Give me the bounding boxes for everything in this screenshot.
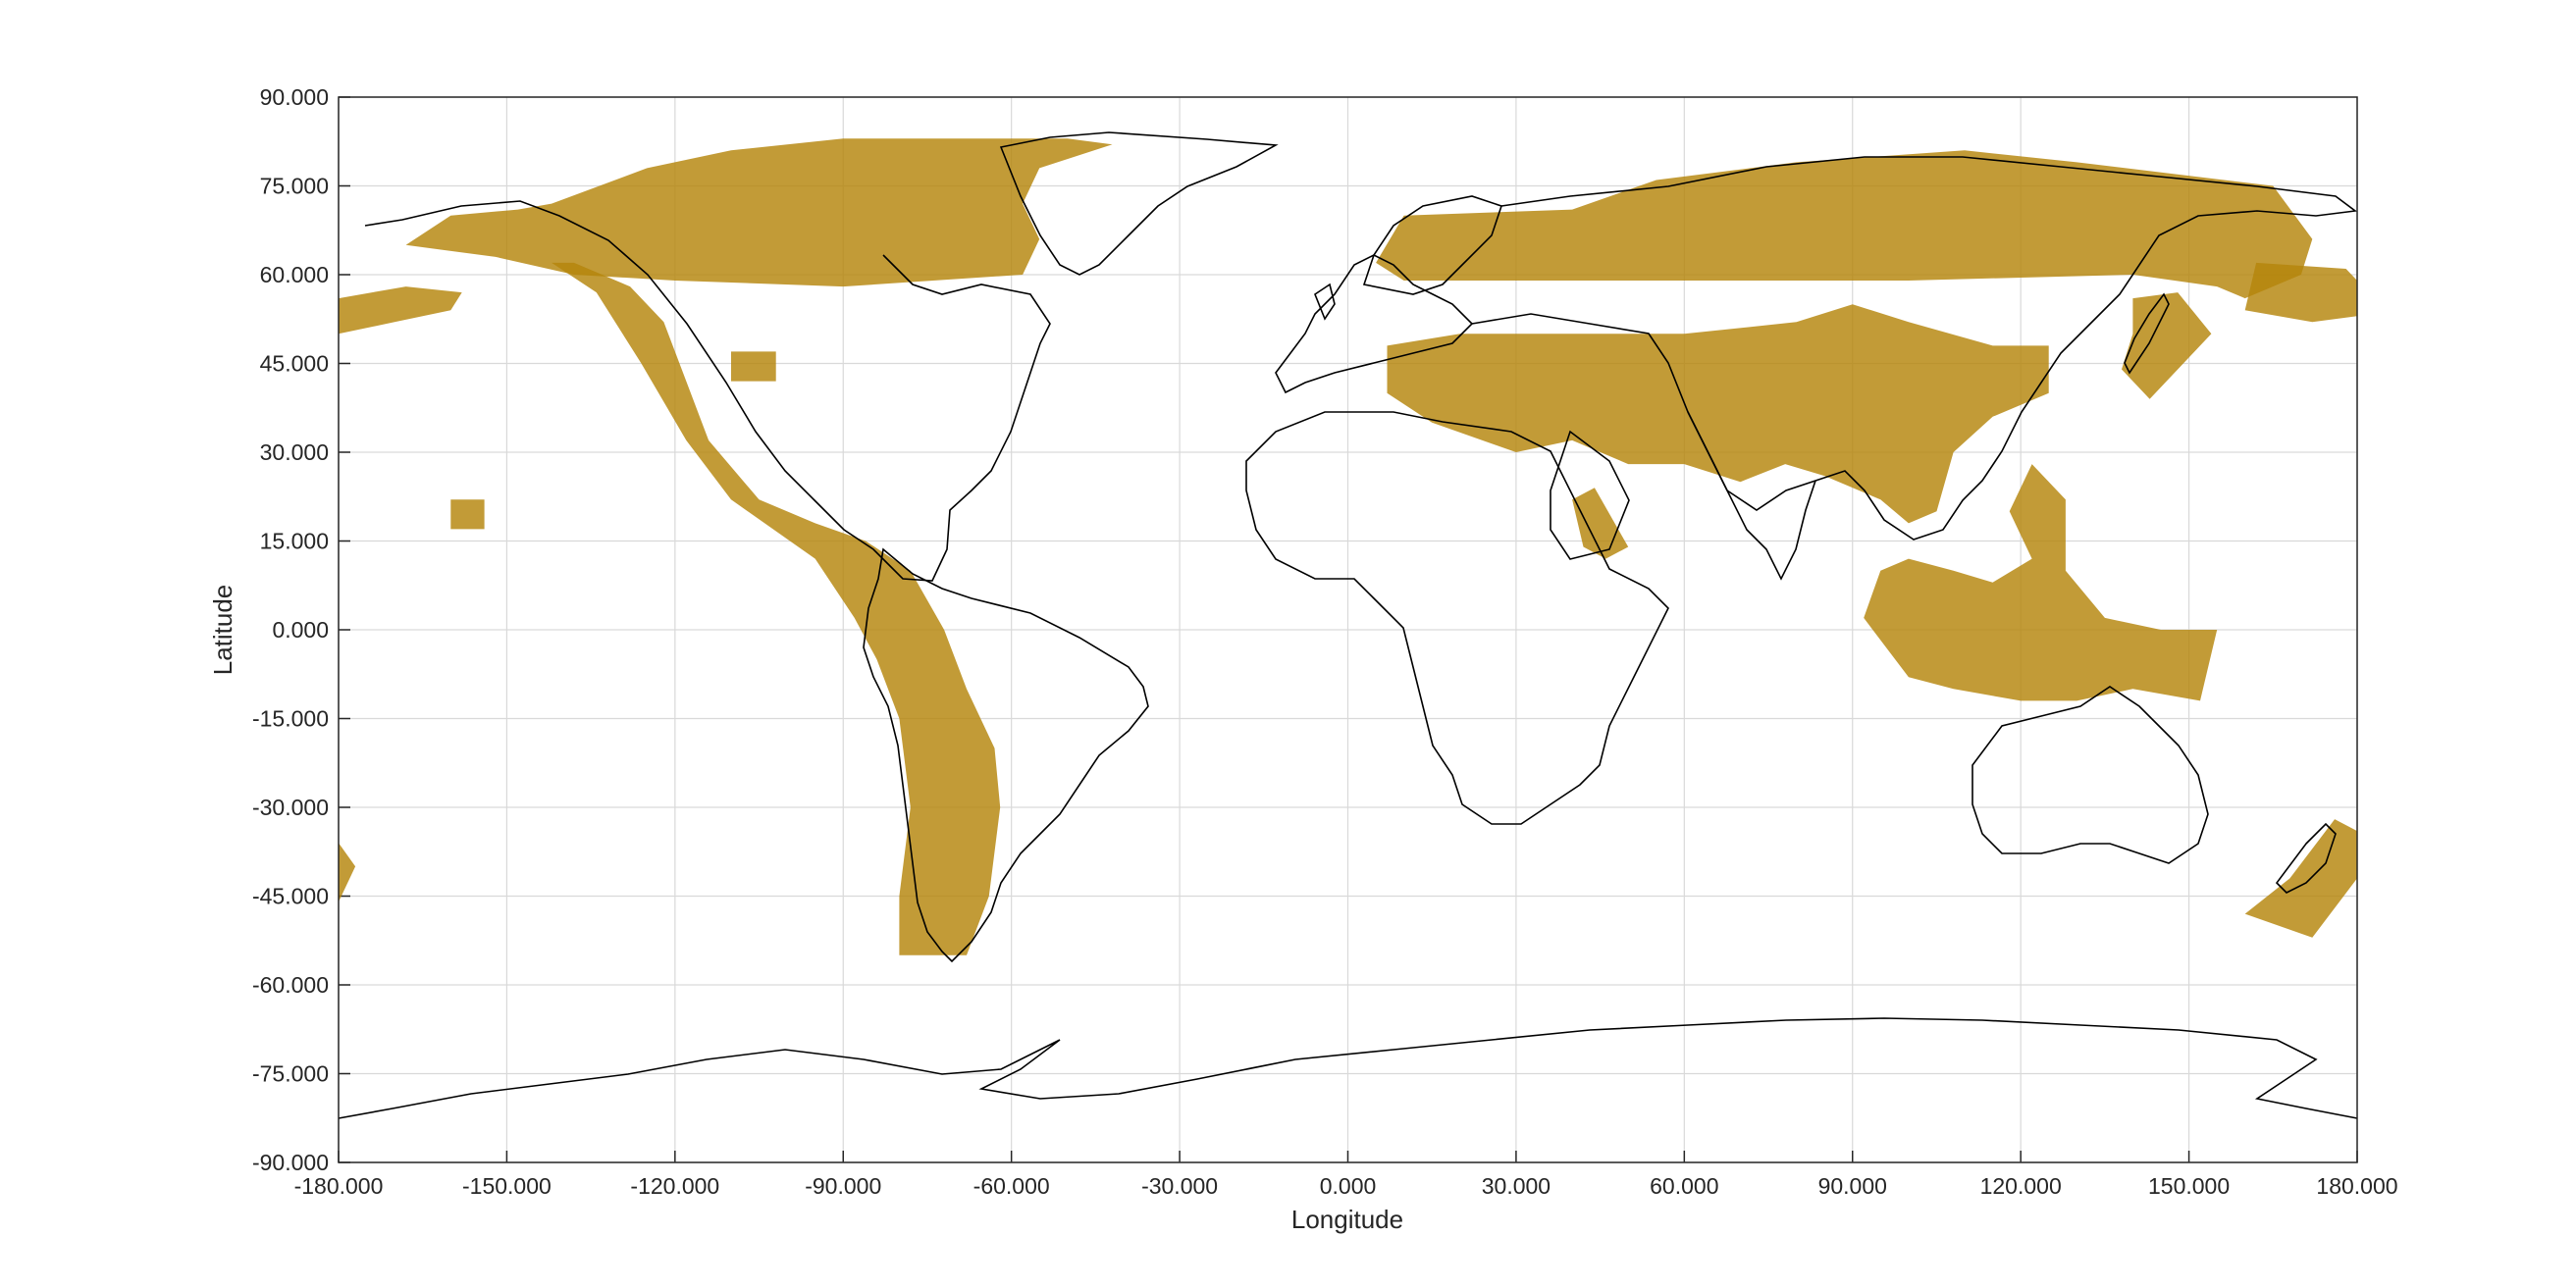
y-tick-label: -45.000 bbox=[252, 884, 329, 909]
x-axis-label: Longitude bbox=[1291, 1205, 1403, 1234]
x-tick-label: -180.000 bbox=[294, 1173, 384, 1199]
x-tick-label: 180.000 bbox=[2316, 1173, 2397, 1199]
y-tick-label: -30.000 bbox=[252, 795, 329, 820]
x-tick-label: 120.000 bbox=[1980, 1173, 2062, 1199]
coverage-region bbox=[2244, 819, 2357, 938]
coastline-africa bbox=[1245, 411, 1669, 825]
coastline-south-america bbox=[863, 547, 1149, 963]
coastline-australia bbox=[1971, 686, 2209, 864]
coastline-new-zealand bbox=[2275, 822, 2337, 894]
y-tick-label: -75.000 bbox=[252, 1061, 329, 1087]
x-tick-label: -60.000 bbox=[973, 1173, 1050, 1199]
x-tick-label: 30.000 bbox=[1482, 1173, 1551, 1199]
coastline-greenland bbox=[999, 131, 1279, 276]
y-tick-label: -15.000 bbox=[252, 706, 329, 732]
y-tick-label: 60.000 bbox=[260, 262, 329, 287]
y-tick-label: 15.000 bbox=[260, 529, 329, 554]
coverage-region bbox=[731, 351, 776, 382]
coverage-region bbox=[1387, 304, 2049, 524]
y-tick-label: -60.000 bbox=[252, 972, 329, 998]
coastline-india bbox=[1687, 411, 1816, 581]
coastline-antarctica bbox=[338, 1017, 2358, 1119]
x-tick-label: -120.000 bbox=[630, 1173, 719, 1199]
x-tick-labels: -180.000 -150.000 -120.000 -90.000 -60.000 -3… bbox=[294, 1173, 2398, 1199]
y-tick-label: 90.000 bbox=[260, 84, 329, 110]
coverage-region bbox=[2122, 292, 2212, 399]
coastline-british-isles bbox=[1314, 283, 1336, 321]
x-tick-label: 60.000 bbox=[1650, 1173, 1718, 1199]
coastline-europe bbox=[1275, 254, 1474, 394]
coastline-japan bbox=[2124, 292, 2170, 375]
x-tick-label: 150.000 bbox=[2148, 1173, 2230, 1199]
plot-area bbox=[338, 96, 2358, 1163]
y-tick-label: 45.000 bbox=[260, 351, 329, 377]
coverage-region bbox=[339, 286, 462, 335]
coverage-region bbox=[1376, 150, 2313, 299]
x-tick-label: -150.000 bbox=[462, 1173, 552, 1199]
coverage-region bbox=[1572, 488, 1629, 559]
plot-frame bbox=[338, 96, 2358, 1163]
x-tick-label: -30.000 bbox=[1141, 1173, 1218, 1199]
coastline-north-america bbox=[364, 200, 1051, 582]
y-tick-label: 75.000 bbox=[260, 174, 329, 199]
x-tick-label: -90.000 bbox=[805, 1173, 881, 1199]
x-tick-label: 0.000 bbox=[1320, 1173, 1377, 1199]
coastline-arabia bbox=[1550, 430, 1630, 560]
coverage-region bbox=[405, 138, 1113, 287]
y-tick-label: 0.000 bbox=[272, 617, 329, 643]
y-tick-label: 30.000 bbox=[260, 439, 329, 465]
coverage-region bbox=[450, 499, 485, 530]
coverage-region bbox=[1864, 464, 2218, 701]
y-tick-label: -90.000 bbox=[252, 1150, 329, 1175]
coverage-region bbox=[2244, 262, 2357, 323]
coastline-layer bbox=[338, 131, 2358, 1119]
y-tick-labels: 90.000 75.000 60.000 45.000 30.000 15.000 0.00… bbox=[252, 84, 329, 1175]
coverage-layer bbox=[339, 138, 2357, 955]
coverage-region bbox=[552, 262, 1001, 955]
coverage-region bbox=[339, 843, 356, 902]
x-tick-label: 90.000 bbox=[1818, 1173, 1887, 1199]
y-axis-label: Latitude bbox=[208, 585, 237, 676]
